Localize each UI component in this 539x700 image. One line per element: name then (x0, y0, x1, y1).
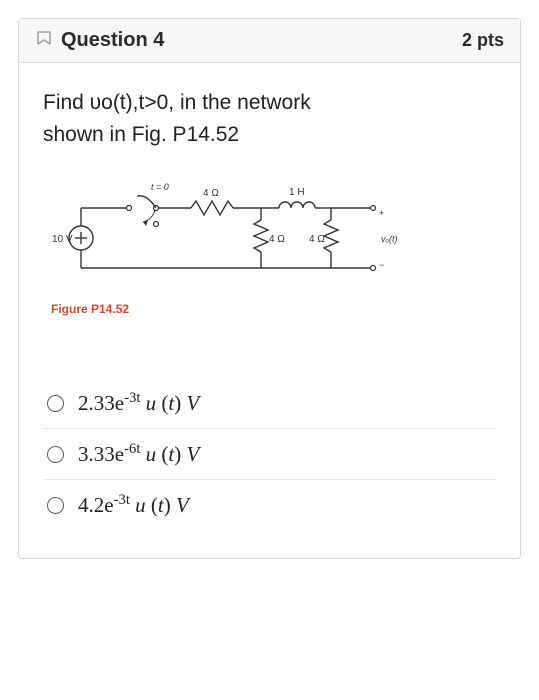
question-body: Find υo(t),t>0, in the network shown in … (19, 63, 520, 558)
figure-caption: Figure P14.52 (51, 302, 496, 316)
options-list: 2.33e-3t u (t) V 3.33e-6t u (t) V 4.2e-3… (43, 378, 496, 530)
radio-icon[interactable] (47, 446, 64, 463)
flag-icon[interactable] (35, 30, 53, 52)
circuit-diagram: 10 V t = 0 4 Ω (51, 168, 411, 298)
figure-wrap: 10 V t = 0 4 Ω (51, 168, 496, 316)
svg-text:+: + (379, 208, 384, 218)
radio-icon[interactable] (47, 395, 64, 412)
option-label: 4.2e-3t u (t) V (78, 492, 189, 518)
source-label: 10 V (52, 234, 73, 245)
option-3[interactable]: 4.2e-3t u (t) V (43, 480, 496, 530)
option-1[interactable]: 2.33e-3t u (t) V (43, 378, 496, 429)
svg-text:−: − (379, 260, 384, 270)
inductor-label: 1 H (289, 187, 305, 198)
question-title: Question 4 (61, 29, 164, 52)
question-prompt: Find υo(t),t>0, in the network shown in … (43, 87, 496, 150)
r1-label: 4 Ω (203, 188, 219, 199)
option-label: 3.33e-6t u (t) V (78, 441, 199, 467)
question-points: 2 pts (462, 30, 504, 51)
header-left: Question 4 (35, 29, 164, 52)
option-2[interactable]: 3.33e-6t u (t) V (43, 429, 496, 480)
r2-label: 4 Ω (269, 234, 285, 245)
r3-label: 4 Ω (309, 234, 325, 245)
question-header: Question 4 2 pts (19, 19, 520, 63)
prompt-line: Find υo(t),t>0, in the network (43, 87, 496, 119)
output-label: vₒ(t) (381, 234, 398, 244)
option-label: 2.33e-3t u (t) V (78, 390, 199, 416)
question-card: Question 4 2 pts Find υo(t),t>0, in the … (18, 18, 521, 559)
prompt-line: shown in Fig. P14.52 (43, 119, 496, 151)
radio-icon[interactable] (47, 497, 64, 514)
switch-label: t = 0 (151, 182, 169, 192)
